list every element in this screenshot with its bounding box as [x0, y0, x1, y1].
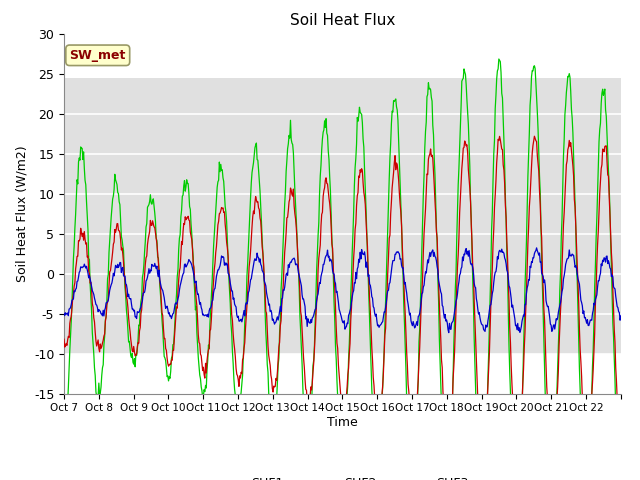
- SHF1: [228, 312, 236, 317]
- SHF2: [60, 311, 68, 316]
- SHF2: [255, 259, 263, 265]
- SHF1: [125, 323, 133, 328]
- SHF3: [255, 178, 263, 184]
- SHF1: [400, 276, 408, 282]
- SHF2: [431, 254, 439, 260]
- SHF2: [228, 288, 236, 294]
- X-axis label: Time: Time: [327, 416, 358, 429]
- Line: SHF3: SHF3: [64, 59, 621, 480]
- SHF3: [431, 171, 439, 177]
- Legend: SHF1, SHF2, SHF3: SHF1, SHF2, SHF3: [211, 472, 474, 480]
- SHF1: [276, 323, 284, 328]
- SHF1: [617, 444, 625, 450]
- SHF1: [583, 455, 591, 460]
- SHF1: [531, 133, 538, 139]
- SHF3: [495, 56, 502, 62]
- SHF2: [617, 313, 625, 319]
- Bar: [64, 78, 621, 354]
- SHF2: [276, 303, 284, 309]
- SHF3: [228, 330, 236, 336]
- SHF2: [400, 273, 408, 278]
- SHF3: [276, 317, 284, 323]
- Line: SHF1: SHF1: [64, 136, 621, 457]
- SHF1: [431, 198, 439, 204]
- SHF2: [532, 245, 540, 251]
- SHF2: [445, 330, 452, 336]
- SHF3: [617, 471, 625, 477]
- Title: Soil Heat Flux: Soil Heat Flux: [290, 13, 395, 28]
- SHF3: [60, 432, 68, 438]
- Line: SHF2: SHF2: [64, 248, 621, 333]
- SHF3: [400, 300, 408, 306]
- SHF2: [125, 296, 133, 301]
- SHF1: [60, 336, 68, 342]
- SHF1: [255, 206, 263, 212]
- Text: SW_met: SW_met: [70, 49, 126, 62]
- SHF3: [125, 338, 133, 344]
- Y-axis label: Soil Heat Flux (W/m2): Soil Heat Flux (W/m2): [15, 145, 28, 282]
